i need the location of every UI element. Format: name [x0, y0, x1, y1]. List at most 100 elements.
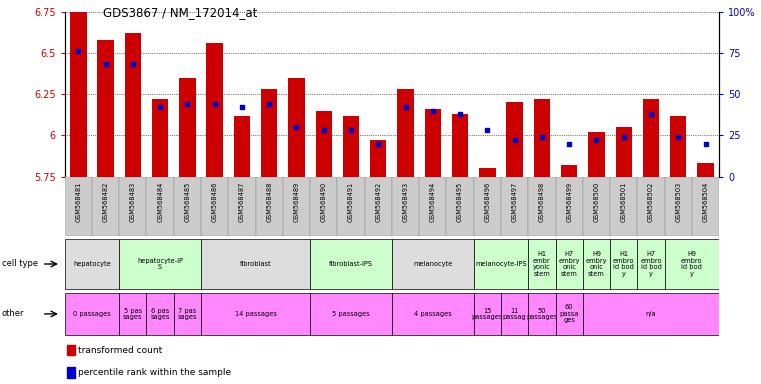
Text: H1
embro
id bod
y: H1 embro id bod y [613, 251, 635, 277]
Text: GSM568487: GSM568487 [239, 181, 245, 222]
Bar [528, 293, 556, 335]
Bar [588, 132, 605, 177]
Bar [152, 99, 168, 177]
Bar [65, 239, 119, 289]
Bar [397, 89, 414, 177]
Bar [638, 239, 664, 289]
Text: other: other [2, 310, 24, 318]
Point [591, 137, 603, 143]
Bar [479, 169, 495, 177]
Text: H7
embro
id bod
y: H7 embro id bod y [640, 251, 662, 277]
Point [618, 134, 630, 140]
Text: GSM568488: GSM568488 [266, 181, 272, 222]
Bar [119, 293, 146, 335]
Text: GSM568496: GSM568496 [484, 181, 490, 222]
Text: hepatocyte: hepatocyte [73, 261, 111, 267]
Point [291, 124, 303, 130]
Text: GSM568489: GSM568489 [294, 181, 300, 222]
Bar [310, 177, 337, 236]
Bar [283, 177, 310, 236]
Text: 7 pas
sages: 7 pas sages [177, 308, 197, 320]
Bar [119, 239, 201, 289]
Bar [206, 43, 223, 177]
Text: GSM568490: GSM568490 [320, 181, 326, 222]
Bar [234, 116, 250, 177]
Bar [256, 177, 283, 236]
Bar [316, 111, 332, 177]
Bar [201, 239, 310, 289]
Text: H1
embr
yonic
stem: H1 embr yonic stem [533, 251, 551, 277]
Text: H9
embry
onic
stem: H9 embry onic stem [586, 251, 607, 277]
Text: fibroblast: fibroblast [240, 261, 272, 267]
Bar [528, 177, 556, 236]
Text: 5 pas
sages: 5 pas sages [123, 308, 142, 320]
Text: fibroblast-IPS: fibroblast-IPS [329, 261, 373, 267]
Point [454, 111, 466, 117]
Text: transformed count: transformed count [78, 346, 162, 355]
Text: percentile rank within the sample: percentile rank within the sample [78, 368, 231, 377]
Point [236, 104, 248, 110]
Bar [65, 177, 92, 236]
Bar [310, 239, 392, 289]
Bar [692, 177, 719, 236]
Text: GSM568495: GSM568495 [457, 181, 463, 222]
Point [100, 61, 112, 68]
Bar [419, 177, 447, 236]
Bar [146, 293, 174, 335]
Bar [392, 239, 473, 289]
Point [154, 104, 166, 110]
Text: GSM568502: GSM568502 [648, 181, 654, 222]
Bar [174, 293, 201, 335]
Text: GSM568504: GSM568504 [702, 181, 708, 222]
Bar [643, 99, 659, 177]
Bar [65, 293, 119, 335]
Text: GSM568493: GSM568493 [403, 181, 409, 222]
Bar [473, 293, 501, 335]
Bar [664, 239, 719, 289]
Text: GSM568486: GSM568486 [212, 181, 218, 222]
Bar [664, 177, 692, 236]
Bar [528, 239, 556, 289]
Bar [556, 239, 583, 289]
Point [427, 108, 439, 114]
Point [645, 111, 657, 117]
Bar [146, 177, 174, 236]
Bar [533, 99, 550, 177]
Point [536, 134, 548, 140]
Text: 4 passages: 4 passages [414, 311, 452, 317]
Point [181, 101, 193, 107]
Text: 0 passages: 0 passages [73, 311, 111, 317]
Point [345, 127, 357, 134]
Text: melanocyte: melanocyte [413, 261, 453, 267]
Text: H9
embro
id bod
y: H9 embro id bod y [681, 251, 702, 277]
Bar [67, 345, 75, 356]
Bar [583, 239, 610, 289]
Point [481, 127, 493, 134]
Point [72, 48, 84, 54]
Text: GDS3867 / NM_172014_at: GDS3867 / NM_172014_at [103, 6, 257, 19]
Bar [370, 140, 387, 177]
Text: GSM568500: GSM568500 [594, 181, 600, 222]
Point [372, 141, 384, 147]
Text: 50
passages: 50 passages [526, 308, 558, 320]
Bar [201, 177, 228, 236]
Bar [174, 177, 201, 236]
Bar [610, 177, 638, 236]
Bar [447, 177, 473, 236]
Bar [288, 78, 304, 177]
Bar [670, 116, 686, 177]
Bar [556, 177, 583, 236]
Bar [638, 177, 664, 236]
Bar [583, 293, 719, 335]
Text: GSM568492: GSM568492 [375, 181, 381, 222]
Bar [228, 177, 256, 236]
Text: GSM568485: GSM568485 [184, 181, 190, 222]
Text: melanocyte-IPS: melanocyte-IPS [475, 261, 527, 267]
Point [400, 104, 412, 110]
Text: 60
passa
ges: 60 passa ges [559, 305, 579, 323]
Point [209, 101, 221, 107]
Bar [616, 127, 632, 177]
Text: H7
embry
onic
stem: H7 embry onic stem [559, 251, 580, 277]
Text: 11
passag: 11 passag [503, 308, 527, 320]
Point [508, 137, 521, 143]
